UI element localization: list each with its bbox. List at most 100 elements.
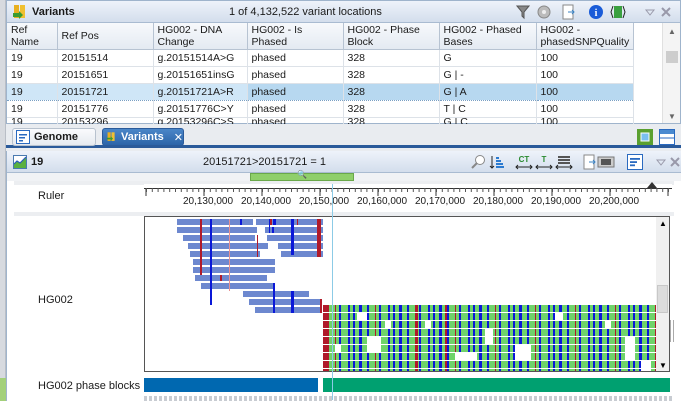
phase-block-1[interactable] <box>144 378 318 392</box>
next-track-preview <box>144 396 672 401</box>
layout-icon[interactable] <box>659 129 675 145</box>
variant-count: 1 of 4,132,522 variant locations <box>229 6 382 18</box>
column-header-phased-bases[interactable]: HG002 - Phased Bases <box>439 23 537 50</box>
close-icon[interactable] <box>660 6 672 18</box>
sort-icon[interactable] <box>489 154 505 170</box>
phase-block-2[interactable] <box>323 378 670 392</box>
scroll-thumb[interactable] <box>666 51 678 63</box>
left-edge-bar <box>0 0 6 401</box>
track-separator <box>14 212 674 216</box>
cell-ref-pos: 20151651 <box>57 66 154 84</box>
scroll-down-icon[interactable]: ▼ <box>659 361 667 370</box>
scroll-thumb[interactable] <box>657 285 668 313</box>
column-header-phased-snp-quality[interactable]: HG002 - phasedSNPQuality <box>536 23 634 50</box>
cell-ref-name: 19 <box>7 49 58 67</box>
column-header-ref-name[interactable]: Ref Name <box>7 23 58 50</box>
track-label-phase-blocks: HG002 phase blocks <box>38 380 141 392</box>
fit-view-icon[interactable] <box>637 129 653 145</box>
tab-close-icon[interactable]: ✕ <box>173 131 183 144</box>
ct-color-icon[interactable]: CT <box>515 154 533 170</box>
tab-variants-label: Variants <box>120 131 164 143</box>
ruler-tick-label: 20,130,000 <box>182 196 234 207</box>
cell-ref-pos: 20151721 <box>57 83 154 101</box>
column-header-dna-change[interactable]: HG002 - DNA Change <box>153 23 248 50</box>
variants-icon <box>13 4 25 19</box>
read-alignments <box>177 219 656 371</box>
chromosome-label: 19 <box>31 156 44 168</box>
table-row[interactable]: 19 20151651 g.20151651insG phased 328 G … <box>7 66 634 84</box>
column-header-is-phased[interactable]: HG002 - Is Phased <box>247 23 344 50</box>
cell-phased-snp-quality: 100 <box>536 83 634 101</box>
view-tab-bar: Genome Variants ✕ <box>6 124 681 148</box>
position-readout: 20151721>20151721 = 1 <box>203 156 326 168</box>
hg002-reads-track[interactable] <box>144 216 657 372</box>
export-icon[interactable] <box>562 4 576 20</box>
export-icon[interactable] <box>583 154 597 170</box>
camera-icon[interactable] <box>597 154 615 170</box>
tab-genome-label: Genome <box>34 131 79 143</box>
settings-icon[interactable] <box>536 4 552 20</box>
text-expand-icon[interactable]: T <box>535 154 553 170</box>
filter-icon[interactable] <box>516 4 530 20</box>
cursor-position-line <box>332 184 333 400</box>
cell-is-phased: phased <box>247 100 344 118</box>
tab-variants[interactable]: Variants ✕ <box>102 128 184 146</box>
table-vertical-scrollbar[interactable]: ▲ ▼ <box>662 23 680 123</box>
cell-phased-snp-quality: 100 <box>536 66 634 84</box>
ruler-track: 20,130,000 20,140,000 20,150,000 20,160,… <box>144 182 672 212</box>
track-vertical-scrollbar[interactable]: ▲ ▼ <box>656 216 670 372</box>
scroll-up-icon[interactable]: ▲ <box>659 219 667 228</box>
cell-phased-snp-quality: 100 <box>536 49 634 67</box>
chart-icon <box>13 155 27 169</box>
cell-phased-bases: T | C <box>439 100 537 118</box>
genome-icon <box>16 130 30 144</box>
table-header-row: Ref Name Ref Pos HG002 - DNA Change HG00… <box>7 23 634 50</box>
variants-panel-title: Variants <box>32 5 75 18</box>
cell-phased-bases: G | - <box>439 66 537 84</box>
cell-phase-block: 328 <box>343 66 440 84</box>
cell-phased-snp-quality: 100 <box>536 100 634 118</box>
zoom-search-icon[interactable] <box>471 154 487 170</box>
view-window-handle[interactable] <box>250 173 354 181</box>
track-label-hg002: HG002 <box>38 294 73 306</box>
magnifier-icon: 🔍 <box>297 170 307 179</box>
table-row[interactable]: 19 20151776 g.20151776C>Y phased 328 T |… <box>7 100 634 118</box>
column-header-ref-pos[interactable]: Ref Pos <box>57 23 154 50</box>
track-separator <box>14 181 674 185</box>
track-list-icon[interactable] <box>627 154 643 170</box>
columns-icon[interactable] <box>610 4 626 20</box>
resize-handle[interactable] <box>670 320 674 342</box>
navigation-overview-strip[interactable]: 🔍 <box>7 170 681 181</box>
ruler-tick-label: 20,160,000 <box>356 196 408 207</box>
cell-phased-bases: G <box>439 49 537 67</box>
tab-genome[interactable]: Genome <box>12 128 96 146</box>
cell-ref-pos: 20151514 <box>57 49 154 67</box>
table-row-selected[interactable]: 19 20151721 g.20151721A>R phased 328 G |… <box>7 83 634 101</box>
scroll-down-icon[interactable]: ▼ <box>668 112 676 121</box>
table-row[interactable]: 19 20151514 g.20151514A>G phased 328 G 1… <box>7 49 634 67</box>
close-icon[interactable] <box>669 156 681 168</box>
cell-phased-bases: G | A <box>439 83 537 101</box>
stack-expand-icon[interactable] <box>555 154 573 170</box>
cell-dna-change: g.20151514A>G <box>153 49 248 67</box>
cell-ref-name: 19 <box>7 83 58 101</box>
column-header-phase-block[interactable]: HG002 - Phase Block <box>343 23 440 50</box>
cell-dna-change: g.20151651insG <box>153 66 248 84</box>
svg-text:CT: CT <box>519 155 530 164</box>
cell-is-phased: phased <box>247 49 344 67</box>
ruler-tick-label: 20,170,000 <box>414 196 466 207</box>
variants-table: Ref Name Ref Pos HG002 - DNA Change HG00… <box>7 23 634 128</box>
scroll-up-icon[interactable]: ▲ <box>668 27 676 36</box>
info-icon[interactable]: i <box>588 4 604 20</box>
cell-phase-block: 328 <box>343 100 440 118</box>
minimize-icon[interactable] <box>655 156 667 168</box>
ruler-tick-label: 20,150,000 <box>298 196 350 207</box>
ruler-tick-label: 20,180,000 <box>472 196 524 207</box>
svg-text:T: T <box>542 155 547 164</box>
minimize-icon[interactable] <box>644 6 656 18</box>
cell-ref-name: 19 <box>7 100 58 118</box>
svg-text:i: i <box>595 8 598 19</box>
cell-dna-change: g.20151721A>R <box>153 83 248 101</box>
genome-view-header: 19 20151721>20151721 = 1 CT T <box>7 151 681 173</box>
